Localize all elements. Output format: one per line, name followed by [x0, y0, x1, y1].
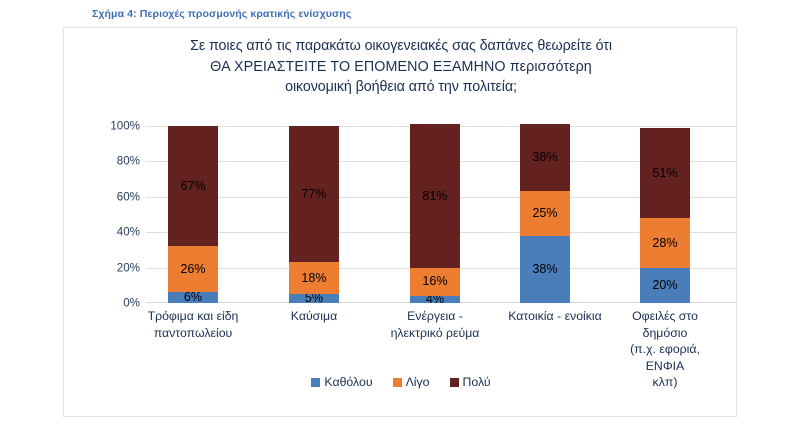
bar-segment-2-ligo[interactable]: 16%: [410, 267, 460, 296]
bar-segment-1-ligo[interactable]: 18%: [289, 262, 339, 295]
legend-swatch-ligo-icon: [392, 377, 402, 387]
x-tick-label-3-line-0: Κατοικία - ενοίκια: [508, 309, 602, 323]
legend-item-ligo[interactable]: Λίγο: [392, 375, 430, 389]
legend-swatch-poly-icon: [449, 377, 459, 387]
chart-title-line-2: ΘΑ ΧΡΕΙΑΣΤΕΙΤΕ ΤΟ ΕΠΟΜΕΝΟ ΕΞΑΜΗΝΟ περισσ…: [210, 58, 592, 75]
bar-stack-2[interactable]: 4% 16% 81%: [410, 124, 460, 307]
x-tick-label-4-line-4: κλπ): [652, 375, 678, 389]
y-tick-100: 100%: [110, 119, 140, 133]
y-tick-60: 60%: [116, 190, 140, 204]
bar-label-1-ligo: 18%: [301, 270, 327, 285]
y-axis-labels: 100% 80% 60% 40% 20% 0%: [84, 120, 140, 310]
x-tick-label-2-line-0: Ενέργεια -: [407, 309, 463, 323]
x-tick-label-4: Οφειλές στο δημόσιο (π.χ. εφοριά, ΕΝΦΙΑ …: [610, 308, 720, 391]
bar-segment-0-ligo[interactable]: 26%: [168, 246, 218, 293]
x-axis-labels: Τρόφιμα και είδη παντοπωλείου Καύσιμα Εν…: [146, 308, 737, 413]
bar-label-1-katholou: 5%: [304, 291, 324, 306]
legend-label-poly: Πολύ: [462, 375, 491, 389]
x-tick-label-1: Καύσιμα: [254, 308, 374, 325]
bar-segment-2-katholou[interactable]: 4%: [410, 292, 460, 307]
bar-segment-3-ligo[interactable]: 25%: [520, 191, 570, 236]
legend-item-katholou[interactable]: Καθόλου: [311, 375, 373, 389]
bar-label-4-ligo: 28%: [652, 235, 678, 250]
chart-title-line-3: οικονομική βοήθεια από την πολιτεία;: [285, 79, 517, 95]
bar-stack-0[interactable]: 6% 26% 67%: [168, 126, 218, 305]
bar-segment-0-poly[interactable]: 67%: [168, 126, 218, 247]
y-tick-80: 80%: [116, 154, 140, 168]
chart-title: Σε ποιες από τις παρακάτω οικογενειακές …: [64, 36, 738, 98]
x-tick-label-0-line-1: παντοπωλείου: [153, 325, 233, 340]
bar-label-4-katholou: 20%: [652, 278, 678, 292]
x-tick-label-4-line-3: ΕΝΦΙΑ: [645, 358, 685, 373]
y-tick-20: 20%: [116, 261, 140, 275]
bar-segment-3-katholou[interactable]: 38%: [520, 235, 570, 303]
legend-label-ligo: Λίγο: [405, 375, 430, 389]
bar-label-1-poly: 77%: [301, 186, 327, 201]
x-tick-label-1-line-0: Καύσιμα: [290, 309, 338, 323]
x-tick-label-2: Ενέργεια - ηλεκτρικό ρεύμα: [370, 308, 500, 341]
plot-area: 6% 26% 67% 5% 18% 77% 4% 16% 81% 38% 25%…: [146, 124, 737, 307]
bar-label-4-poly: 51%: [652, 165, 678, 180]
x-tick-label-2-line-1: ηλεκτρικό ρεύμα: [390, 325, 480, 340]
bar-segment-4-ligo[interactable]: 28%: [640, 218, 690, 268]
y-tick-40: 40%: [116, 225, 140, 239]
bar-segment-4-poly[interactable]: 51%: [640, 127, 690, 219]
bar-label-0-katholou: 6%: [183, 290, 203, 305]
x-tick-label-0: Τρόφιμα και είδη παντοπωλείου: [128, 308, 258, 341]
legend-swatch-katholou-icon: [311, 377, 321, 387]
bar-label-3-poly: 38%: [532, 150, 558, 165]
bar-segment-2-poly[interactable]: 81%: [410, 124, 460, 268]
x-tick-label-3: Κατοικία - ενοίκια: [485, 308, 625, 325]
chart-legend: Καθόλου Λίγο Πολύ: [64, 376, 738, 388]
x-tick-label-4-line-1: δημόσιο: [642, 325, 688, 340]
x-tick-label-4-line-0: Οφειλές στο: [632, 309, 698, 323]
figure-caption: Σχήμα 4: Περιοχές προσμονής κρατικής ενί…: [92, 8, 352, 20]
legend-label-katholou: Καθόλου: [324, 375, 373, 389]
bar-stack-4[interactable]: 20% 28% 51%: [640, 127, 690, 303]
bar-segment-1-poly[interactable]: 77%: [289, 125, 339, 263]
bar-label-2-katholou: 4%: [425, 292, 445, 307]
bar-segment-4-katholou[interactable]: 20%: [640, 267, 690, 303]
bar-label-0-poly: 67%: [180, 178, 206, 193]
chart-container: Σε ποιες από τις παρακάτω οικογενειακές …: [63, 27, 737, 417]
legend-item-poly[interactable]: Πολύ: [449, 375, 491, 389]
bar-segment-1-katholou[interactable]: 5%: [289, 291, 339, 306]
x-tick-label-4-line-2: (π.χ. εφοριά,: [630, 342, 700, 356]
bar-label-2-poly: 81%: [422, 188, 448, 203]
bar-segment-3-poly[interactable]: 38%: [520, 124, 570, 192]
bar-label-0-ligo: 26%: [180, 262, 206, 277]
bar-segment-0-katholou[interactable]: 6%: [168, 290, 218, 305]
bar-label-3-katholou: 38%: [532, 262, 558, 277]
bar-stack-1[interactable]: 5% 18% 77%: [289, 125, 339, 306]
bar-label-2-ligo: 16%: [422, 274, 448, 289]
bar-label-3-ligo: 25%: [532, 206, 558, 221]
y-tick-0: 0%: [123, 296, 140, 310]
chart-title-line-1: Σε ποιες από τις παρακάτω οικογενειακές …: [190, 38, 612, 54]
x-tick-label-0-line-0: Τρόφιμα και είδη: [147, 309, 239, 323]
bar-stack-3[interactable]: 38% 25% 38%: [520, 124, 570, 303]
